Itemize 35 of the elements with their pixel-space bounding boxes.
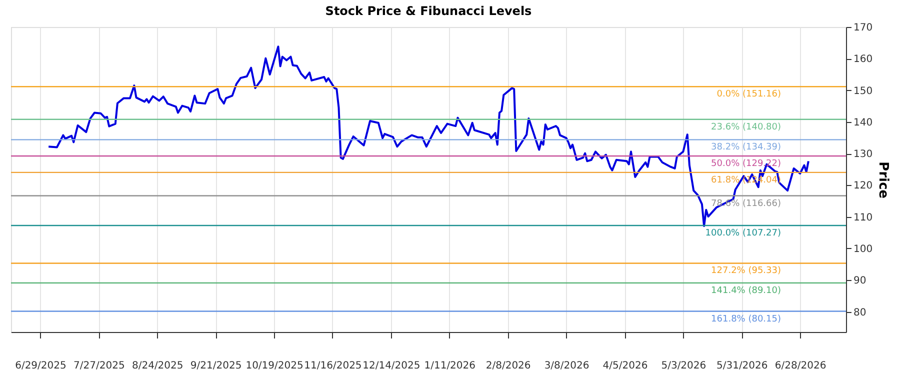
x-tick-label: 1/11/2026	[424, 360, 476, 372]
y-tick-label: 80	[854, 307, 866, 318]
x-tick-label: 10/19/2025	[246, 360, 304, 372]
x-tick-label: 9/21/2025	[190, 360, 242, 372]
x-tick-label: 7/27/2025	[74, 360, 125, 372]
ref-line-label: 0.0% (151.16)	[716, 90, 781, 100]
ref-line-label: 100.0% (107.27)	[705, 228, 781, 238]
y-axis-title: Price	[876, 162, 891, 199]
y-tick-label: 120	[854, 180, 873, 192]
x-tick-label: 12/14/2025	[362, 360, 420, 372]
y-tick-label: 110	[854, 212, 873, 224]
x-tick-label: 4/5/2026	[602, 360, 648, 372]
x-tick-label: 11/16/2025	[304, 360, 362, 372]
x-tick-label: 2/8/2026	[486, 360, 531, 372]
ref-line-label: 161.8% (80.15)	[711, 314, 781, 324]
x-tick-label: 5/31/2026	[716, 360, 768, 372]
y-tick-label: 160	[854, 54, 873, 66]
ref-line-label: 23.6% (140.80)	[711, 122, 781, 132]
x-tick-label: 6/28/2026	[774, 360, 826, 372]
x-tick-label: 3/8/2026	[544, 360, 590, 372]
y-tick-label: 140	[854, 117, 873, 128]
ref-line-label: 127.2% (95.33)	[711, 266, 781, 276]
y-tick-label: 150	[854, 86, 873, 97]
y-tick-label: 100	[854, 244, 873, 255]
ref-line-label: 38.2% (134.39)	[711, 142, 781, 153]
x-tick-label: 8/24/2025	[132, 360, 184, 372]
line-series	[48, 46, 810, 228]
y-tick-label: 130	[854, 149, 873, 160]
chart-title: Stock Price & Fibunacci Levels	[325, 4, 532, 18]
ref-line-label: 141.4% (89.10)	[711, 286, 781, 296]
y-tick-label: 170	[854, 22, 873, 34]
x-tick-label: 5/3/2026	[661, 360, 706, 372]
ref-line-label: 50.0% (129.22)	[711, 159, 781, 170]
y-tick-label: 90	[854, 276, 866, 287]
x-tick-label: 6/29/2025	[15, 360, 66, 372]
